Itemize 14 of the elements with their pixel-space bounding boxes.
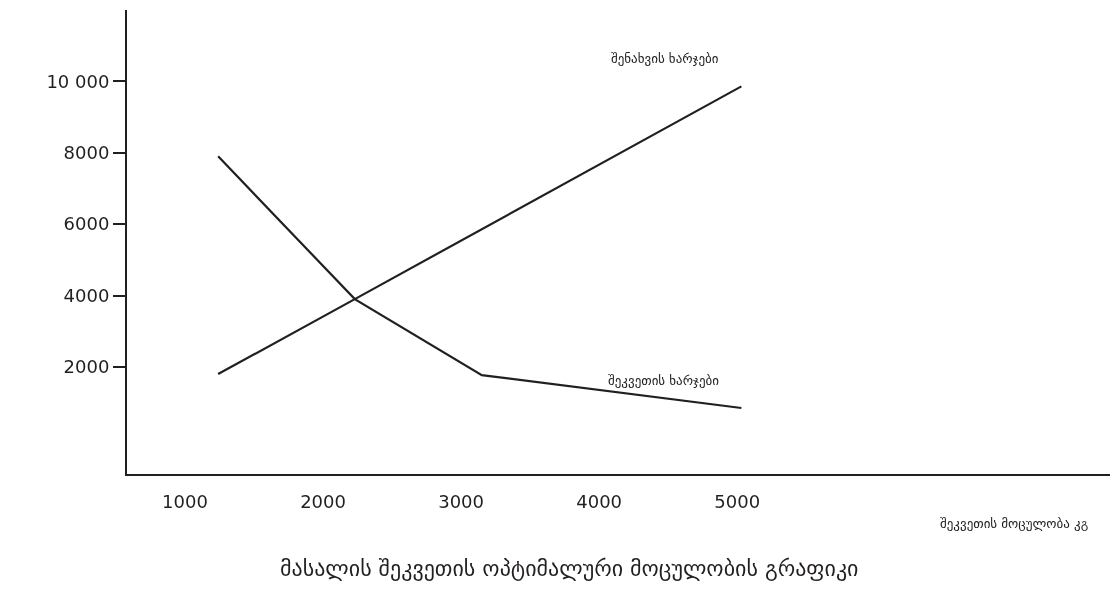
y-tick-label: 4000 [63,284,110,306]
x-tick-label: 2000 [300,490,346,512]
y-tick-label: 2000 [63,356,110,378]
x-tick-label: 3000 [438,490,485,512]
x-axis-title: შეკვეთის მოცულობა კგ [940,516,1089,531]
series-label: შეკვეთის ხარჯები [608,373,720,388]
text: შენახვის ხარჯები [611,51,719,66]
x-tick-label: 5000 [714,490,761,512]
x-tick-label: 1000 [162,490,208,512]
text: მასალის შეკვეთის ოპტიმალური მოცულობის გრაფიკი [280,556,859,581]
y-tick-label: 8000 [63,142,110,164]
y-tick-label: 10 000 [46,70,110,92]
x-tick-label: 4000 [576,490,623,512]
y-tick-label: 6000 [63,213,110,235]
